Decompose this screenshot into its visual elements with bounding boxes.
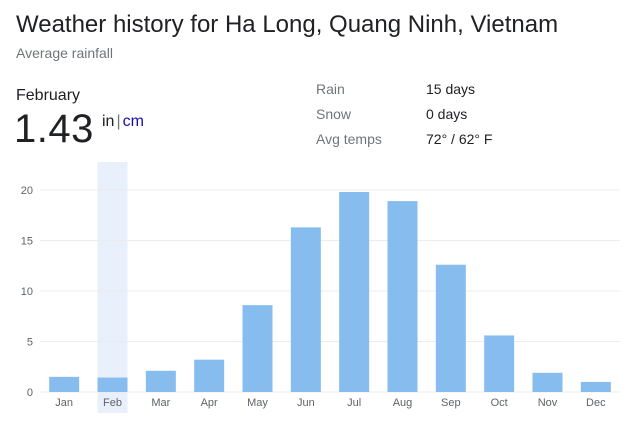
bar-nov[interactable] [532, 372, 563, 392]
x-tick-label: Oct [491, 397, 508, 409]
bar-jan[interactable] [49, 376, 80, 392]
stat-value: 15 days [426, 81, 476, 97]
y-tick-label: 0 [27, 387, 33, 399]
bar-dec[interactable] [580, 381, 611, 392]
bar-apr[interactable] [194, 359, 225, 392]
bar-jun[interactable] [290, 227, 321, 392]
stat-label: Avg temps [316, 131, 382, 147]
bar-aug[interactable] [387, 201, 418, 392]
x-tick-label: Jan [55, 397, 73, 409]
y-tick-label: 5 [27, 337, 33, 349]
x-tick-label: Aug [393, 397, 413, 409]
rainfall-bar-chart-svg: 0 5 10 15 20 Jan Feb Mar Apr May Jun Jul Aug Sep Oct No… [21, 162, 620, 413]
y-tick-label: 20 [21, 185, 33, 197]
bar-oct[interactable] [484, 335, 515, 392]
x-tick-label: Jul [347, 397, 361, 409]
unit-separator: | [116, 113, 121, 130]
bar-sep[interactable] [435, 264, 466, 392]
stat-label: Snow [316, 106, 352, 122]
stat-label: Rain [316, 81, 345, 97]
bar-mar[interactable] [145, 370, 176, 392]
selected-month-label: February [16, 87, 81, 104]
x-tick-label: Sep [441, 397, 461, 409]
stat-value: 0 days [426, 106, 468, 122]
x-tick-label: Feb [103, 397, 122, 409]
page-subtitle: Average rainfall [16, 45, 114, 61]
selected-rainfall-value: 1.43 [14, 107, 94, 151]
rainfall-chart: 0 5 10 15 20 Jan Feb Mar Apr May Jun Jul Aug Sep Oct No… [0, 150, 641, 446]
stat-value: 72° / 62° F [426, 131, 493, 147]
y-tick-label: 10 [21, 286, 33, 298]
bar-jul[interactable] [339, 192, 370, 392]
selected-month-highlight [97, 162, 128, 413]
unit-toggle: in | cm [102, 112, 144, 132]
page-title: Weather history for Ha Long, Quang Ninh,… [16, 11, 559, 38]
x-tick-label: Dec [586, 397, 606, 409]
x-tick-label: May [247, 397, 268, 409]
x-tick-label: Apr [201, 397, 218, 409]
x-tick-label: Nov [538, 397, 558, 409]
x-tick-label: Mar [151, 397, 170, 409]
bar-may[interactable] [242, 305, 273, 392]
y-tick-label: 15 [21, 236, 33, 248]
bar-feb[interactable] [97, 377, 128, 392]
unit-inches-button[interactable]: in [102, 113, 115, 130]
unit-centimeters-link[interactable]: cm [122, 113, 144, 130]
x-tick-label: Jun [297, 397, 315, 409]
